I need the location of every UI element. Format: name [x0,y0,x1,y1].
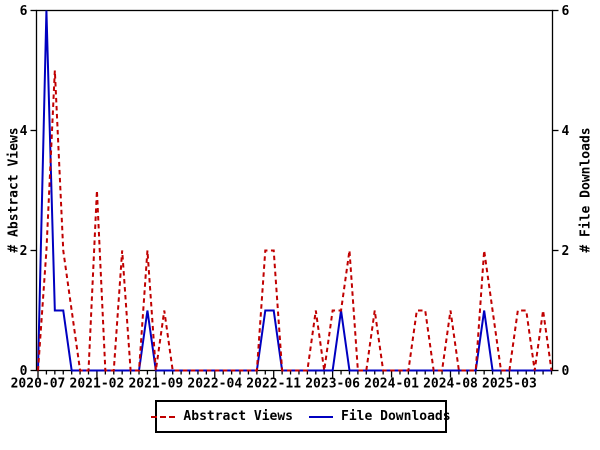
y-tick-label-right: 4 [562,124,570,139]
y-tick-label-left: 0 [20,364,28,379]
y-tick-label-right: 0 [562,364,570,379]
file-downloads-line [37,10,552,372]
y-tick-label-right: 6 [562,4,570,19]
x-tick-label: 2022-11 [246,377,301,392]
file-downloads-line-sample-icon [309,415,333,418]
x-tick-label: 2023-06 [305,377,360,392]
y-axis-label-right: # File Downloads [578,127,594,253]
chart-legend: Abstract Views File Downloads [151,400,451,433]
abstract-views-line-sample-icon [151,415,176,418]
y-axis-label-left: # Abstract Views [6,127,22,253]
x-tick-label: 2022-04 [187,377,242,392]
legend-item-file-downloads: File Downloads [309,409,451,424]
x-tick-label: 2021-02 [70,377,125,392]
abstract-views-line [37,70,553,372]
x-tick-label: 2021-09 [128,377,183,392]
x-tick-label: 2024-01 [364,377,419,392]
legend-item-abstract-views: Abstract Views [151,409,293,424]
x-tick-label: 2025-03 [482,377,537,392]
y-tick-label-left: 6 [20,4,28,19]
plot-border [35,9,554,372]
y-tick-label-left: 2 [20,244,28,259]
x-tick-label: 2020-07 [11,377,66,392]
x-tick-label: 2024-08 [423,377,478,392]
legend-label-file-downloads: File Downloads [341,409,451,424]
legend-label-abstract-views: Abstract Views [183,409,293,424]
y-tick-label-left: 4 [20,124,28,139]
y-tick-label-right: 2 [562,244,570,259]
